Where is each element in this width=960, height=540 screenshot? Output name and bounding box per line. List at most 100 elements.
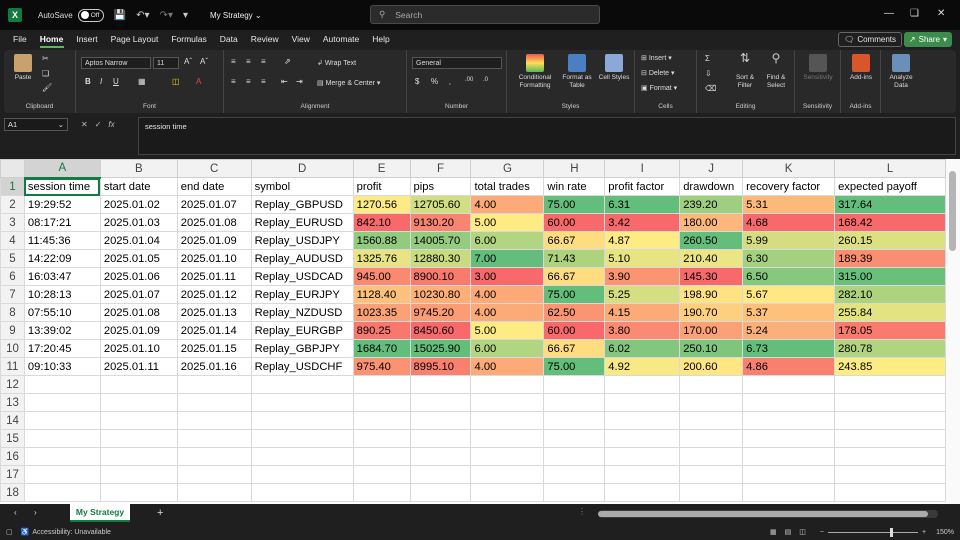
row-header[interactable]: 5 (0, 249, 25, 268)
cell-h4[interactable]: 66.67 (543, 231, 606, 250)
cell-j11[interactable]: 200.60 (679, 357, 744, 376)
cell-b15[interactable] (99, 429, 178, 448)
tab-insert[interactable]: Insert (76, 34, 98, 44)
cell-j14[interactable] (679, 411, 744, 430)
cell-f2[interactable]: 12705.60 (409, 195, 472, 214)
cell-a11[interactable]: 09:10:33 (23, 357, 101, 376)
cell-e18[interactable] (352, 483, 411, 502)
cell-j2[interactable]: 239.20 (679, 195, 744, 214)
cell-d18[interactable] (250, 483, 354, 502)
cell-b14[interactable] (99, 411, 178, 430)
vertical-scroll-thumb[interactable] (949, 171, 956, 251)
cell-d17[interactable] (250, 465, 354, 484)
row-header[interactable]: 4 (0, 231, 25, 250)
cell-b9[interactable]: 2025.01.09 (99, 321, 178, 340)
zoom-out-icon[interactable]: − (819, 528, 824, 536)
comma-style-icon[interactable]: ‚ (449, 77, 451, 86)
cell-i3[interactable]: 3.42 (604, 213, 681, 232)
merge-center-button[interactable]: ▤ Merge & Center ▾ (317, 80, 381, 87)
indent-increase-icon[interactable]: ⇥ (296, 77, 303, 86)
cell-f13[interactable] (409, 393, 472, 412)
cell-c17[interactable] (176, 465, 252, 484)
autosave-toggle[interactable]: Off (77, 8, 104, 22)
cell-e15[interactable] (352, 429, 411, 448)
cell-f6[interactable]: 8900.10 (409, 267, 472, 286)
comments-button[interactable]: 🗨 Comments (838, 32, 902, 47)
cell-a15[interactable] (23, 429, 101, 448)
cell-k12[interactable] (742, 375, 836, 394)
cell-h5[interactable]: 71.43 (543, 249, 606, 268)
cell-c5[interactable]: 2025.01.10 (176, 249, 252, 268)
row-header[interactable]: 7 (0, 285, 25, 304)
cell-d6[interactable]: Replay_USDCAD (250, 267, 354, 286)
wrap-text-button[interactable]: ↲ Wrap Text (317, 60, 357, 67)
cell-c12[interactable] (176, 375, 252, 394)
cell-b3[interactable]: 2025.01.03 (99, 213, 178, 232)
cell-e1[interactable]: profit (352, 177, 411, 196)
cell-l4[interactable]: 260.15 (834, 231, 946, 250)
column-header-l[interactable]: L (834, 159, 946, 178)
cell-a4[interactable]: 11:45:36 (23, 231, 101, 250)
decrease-decimal-icon[interactable]: .0 (483, 77, 489, 83)
row-header[interactable]: 3 (0, 213, 25, 232)
zoom-in-icon[interactable]: + (922, 528, 927, 536)
borders-icon[interactable]: ▦ (138, 77, 146, 86)
cell-e14[interactable] (352, 411, 411, 430)
row-header[interactable]: 9 (0, 321, 25, 340)
number-format-select[interactable]: General (412, 57, 502, 69)
cell-k16[interactable] (742, 447, 836, 466)
cell-g13[interactable] (470, 393, 545, 412)
cell-g1[interactable]: total trades (470, 177, 545, 196)
cell-c11[interactable]: 2025.01.16 (176, 357, 252, 376)
cell-b4[interactable]: 2025.01.04 (99, 231, 178, 250)
cell-e7[interactable]: 1128.40 (352, 285, 411, 304)
cell-h10[interactable]: 66.67 (543, 339, 606, 358)
cell-h8[interactable]: 62.50 (543, 303, 606, 322)
share-button[interactable]: ↗ Share ▾ (903, 32, 952, 47)
cell-g5[interactable]: 7.00 (470, 249, 545, 268)
column-header-d[interactable]: D (250, 159, 354, 178)
cell-h13[interactable] (543, 393, 606, 412)
cell-k4[interactable]: 5.99 (742, 231, 836, 250)
cell-a18[interactable] (23, 483, 101, 502)
fill-icon[interactable]: ⇩ (705, 69, 712, 78)
customize-toolbar-icon[interactable]: ▾ (182, 9, 188, 21)
format-cells-button[interactable]: ▣ Format ▾ (641, 85, 678, 92)
cell-i1[interactable]: profit factor (604, 177, 681, 196)
cell-e16[interactable] (352, 447, 411, 466)
cell-b2[interactable]: 2025.01.02 (99, 195, 178, 214)
align-bottom-icon[interactable]: ≡ (261, 57, 266, 66)
conditional-formatting-button[interactable]: Conditional Formatting (513, 54, 557, 90)
cell-c18[interactable] (176, 483, 252, 502)
cell-h15[interactable] (543, 429, 606, 448)
cell-j10[interactable]: 250.10 (679, 339, 744, 358)
cell-d5[interactable]: Replay_AUDUSD (250, 249, 354, 268)
scroll-tabs-right-icon[interactable]: › (34, 508, 37, 517)
cell-a17[interactable] (23, 465, 101, 484)
zoom-level[interactable]: 150% (936, 528, 954, 536)
cell-k1[interactable]: recovery factor (742, 177, 836, 196)
row-header[interactable]: 10 (0, 339, 25, 358)
cell-i14[interactable] (604, 411, 681, 430)
tab-splitter-icon[interactable]: ⋮ (578, 507, 586, 516)
row-header[interactable]: 18 (0, 483, 25, 502)
font-name-select[interactable]: Aptos Narrow (81, 57, 151, 69)
close-icon[interactable]: ✕ (937, 8, 946, 19)
cell-g17[interactable] (470, 465, 545, 484)
tab-page-layout[interactable]: Page Layout (110, 34, 159, 44)
copy-icon[interactable]: ❏ (42, 69, 50, 78)
column-header-i[interactable]: I (604, 159, 681, 178)
cell-c2[interactable]: 2025.01.07 (176, 195, 252, 214)
row-header[interactable]: 15 (0, 429, 25, 448)
cell-b12[interactable] (99, 375, 178, 394)
cell-h2[interactable]: 75.00 (543, 195, 606, 214)
tab-automate[interactable]: Automate (322, 34, 360, 44)
cell-a6[interactable]: 16:03:47 (23, 267, 101, 286)
cell-a9[interactable]: 13:39:02 (23, 321, 101, 340)
cell-c15[interactable] (176, 429, 252, 448)
cell-a2[interactable]: 19:29:52 (23, 195, 101, 214)
cell-l3[interactable]: 168.42 (834, 213, 946, 232)
cell-f9[interactable]: 8450.60 (409, 321, 472, 340)
cell-j18[interactable] (679, 483, 744, 502)
cell-g4[interactable]: 6.00 (470, 231, 545, 250)
